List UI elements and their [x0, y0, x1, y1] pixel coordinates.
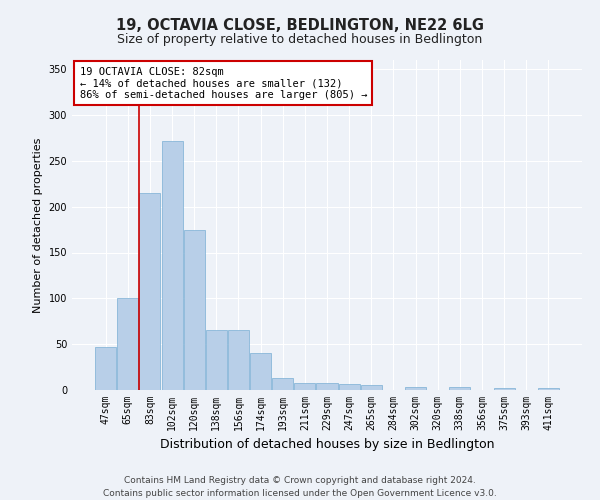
- Bar: [161, 140, 182, 390]
- Bar: [272, 378, 293, 390]
- Text: Contains HM Land Registry data © Crown copyright and database right 2024.
Contai: Contains HM Land Registry data © Crown c…: [103, 476, 497, 498]
- Text: 19 OCTAVIA CLOSE: 82sqm
← 14% of detached houses are smaller (132)
86% of semi-d: 19 OCTAVIA CLOSE: 82sqm ← 14% of detache…: [80, 66, 367, 100]
- Bar: [338, 384, 359, 390]
- Text: Size of property relative to detached houses in Bedlington: Size of property relative to detached ho…: [118, 32, 482, 46]
- Bar: [295, 382, 316, 390]
- Bar: [361, 386, 382, 390]
- Bar: [405, 387, 426, 390]
- Y-axis label: Number of detached properties: Number of detached properties: [33, 138, 43, 312]
- Bar: [206, 330, 227, 390]
- Text: 19, OCTAVIA CLOSE, BEDLINGTON, NE22 6LG: 19, OCTAVIA CLOSE, BEDLINGTON, NE22 6LG: [116, 18, 484, 32]
- Bar: [95, 347, 116, 390]
- Bar: [228, 330, 249, 390]
- Bar: [250, 354, 271, 390]
- Bar: [184, 230, 205, 390]
- Bar: [118, 298, 139, 390]
- Bar: [316, 382, 338, 390]
- Bar: [494, 388, 515, 390]
- Bar: [139, 193, 160, 390]
- Bar: [538, 388, 559, 390]
- X-axis label: Distribution of detached houses by size in Bedlington: Distribution of detached houses by size …: [160, 438, 494, 452]
- Bar: [449, 387, 470, 390]
